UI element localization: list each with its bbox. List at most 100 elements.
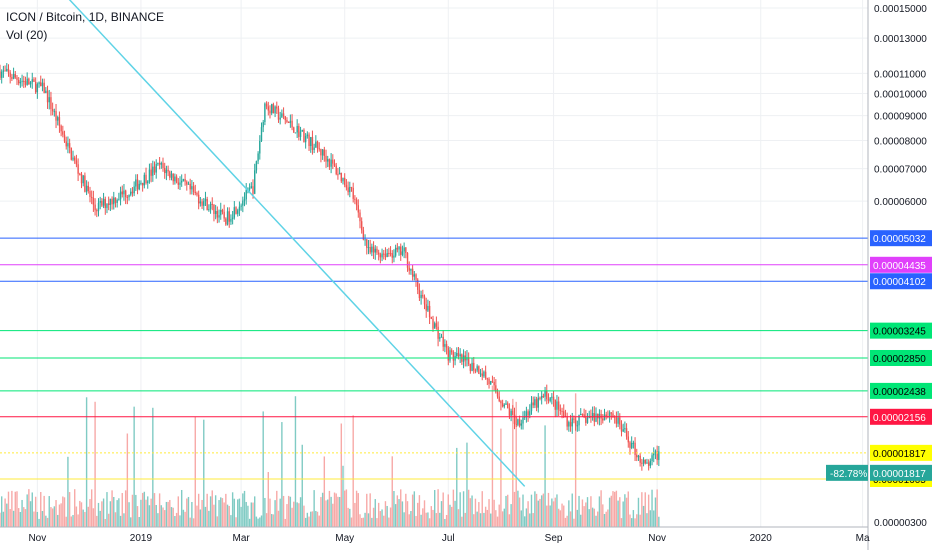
volume-bar: [85, 397, 88, 527]
candle-body: [540, 395, 543, 399]
candle-body: [325, 155, 327, 162]
candle-body: [362, 230, 365, 240]
volume-bar: [214, 495, 217, 527]
volume-bar: [74, 489, 76, 527]
time-axis[interactable]: Nov 2019 Mar May Jul Sep Nov 2020 Ma: [28, 533, 870, 544]
candle-body: [184, 179, 186, 182]
volume-bar: [87, 506, 89, 527]
candle-body: [474, 370, 477, 372]
candle-body: [167, 169, 169, 172]
volume-bar: [255, 516, 258, 527]
volume-bar: [111, 490, 113, 527]
candle-body: [197, 194, 200, 204]
volume-bar: [523, 516, 526, 527]
candle-body: [337, 174, 339, 176]
volume-bar: [467, 489, 470, 527]
x-tick-label: Sep: [545, 533, 563, 544]
volume-indicator-label[interactable]: Vol (20): [6, 28, 48, 42]
level-badge: [870, 273, 932, 290]
candle-body: [153, 166, 156, 173]
volume-bar: [165, 501, 168, 527]
volume-bar: [507, 494, 509, 527]
candle-body: [595, 413, 597, 422]
volume-bar: [574, 393, 577, 527]
volume-bar: [411, 494, 414, 527]
volume-bar: [636, 514, 638, 527]
volume-bar: [393, 491, 395, 527]
candle-body: [479, 373, 482, 375]
candle-body: [284, 116, 286, 121]
y-tick-label: 0.00008000: [874, 136, 927, 147]
candle-body: [289, 120, 292, 123]
volume-bars: [0, 385, 660, 527]
candle-body: [238, 206, 241, 211]
y-tick-label: 0.00009000: [874, 112, 927, 123]
volume-bar: [135, 494, 137, 527]
volume-bar: [298, 503, 300, 527]
candle-body: [617, 417, 619, 424]
volume-bar: [561, 503, 563, 527]
y-tick-label: 0.00007000: [874, 165, 927, 176]
volume-bar: [75, 506, 78, 527]
volume-bar: [379, 511, 382, 527]
volume-bar: [192, 518, 195, 527]
volume-bar: [461, 516, 463, 527]
volume-bar: [478, 502, 480, 527]
volume-bar: [440, 501, 443, 527]
candle-body: [204, 198, 207, 202]
volume-bar: [403, 512, 405, 527]
candle-body: [535, 399, 538, 408]
volume-bar: [119, 515, 122, 527]
volume-bar: [157, 513, 159, 527]
volume-bar: [259, 517, 261, 527]
candle-body: [126, 196, 129, 198]
volume-bar: [372, 507, 375, 527]
volume-bar: [237, 499, 239, 527]
candle-body: [53, 111, 56, 113]
volume-bar: [141, 492, 144, 527]
candle-body: [333, 163, 336, 166]
volume-bar: [189, 517, 191, 527]
volume-bar: [320, 497, 322, 527]
candle-body: [114, 197, 117, 203]
volume-bar: [437, 489, 439, 527]
volume-bar: [619, 497, 621, 527]
symbol-title[interactable]: ICON / Bitcoin, 1D, BINANCE: [6, 10, 165, 24]
candle-body: [124, 190, 127, 197]
candle-body: [513, 414, 516, 424]
volume-bar: [96, 515, 98, 527]
volume-bar: [9, 509, 11, 527]
candle-body: [252, 186, 254, 194]
candle-body: [46, 90, 49, 103]
volume-bar: [245, 501, 247, 527]
volume-bar: [252, 502, 254, 527]
volume-bar: [31, 492, 33, 527]
candle-body: [17, 80, 20, 84]
x-tick-label: 2019: [130, 533, 153, 544]
candle-body: [520, 423, 522, 426]
candle-body: [291, 120, 293, 128]
candle-body: [651, 455, 653, 461]
volume-bar: [291, 507, 293, 527]
candle-body: [50, 97, 52, 110]
volume-bar: [568, 500, 570, 527]
candle-body: [501, 403, 504, 407]
candle-body: [51, 109, 54, 112]
price-axis[interactable]: 0.00015000 0.00013000 0.00011000 0.00010000…: [874, 4, 927, 529]
candle-body: [632, 442, 635, 444]
volume-bar: [551, 498, 553, 527]
volume-bar: [469, 498, 472, 527]
trendline[interactable]: [53, 0, 526, 487]
chart-legend: ICON / Bitcoin, 1D, BINANCE Vol (20): [6, 8, 164, 44]
volume-bar: [605, 511, 607, 527]
candle-body: [406, 253, 409, 268]
candle-body: [512, 410, 514, 415]
candle-body: [68, 143, 71, 148]
candle-body: [67, 143, 69, 147]
volume-bar: [150, 498, 152, 527]
volume-bar: [225, 493, 227, 527]
candle-body: [218, 215, 220, 218]
volume-bar: [153, 493, 156, 527]
volume-bar: [617, 500, 619, 527]
